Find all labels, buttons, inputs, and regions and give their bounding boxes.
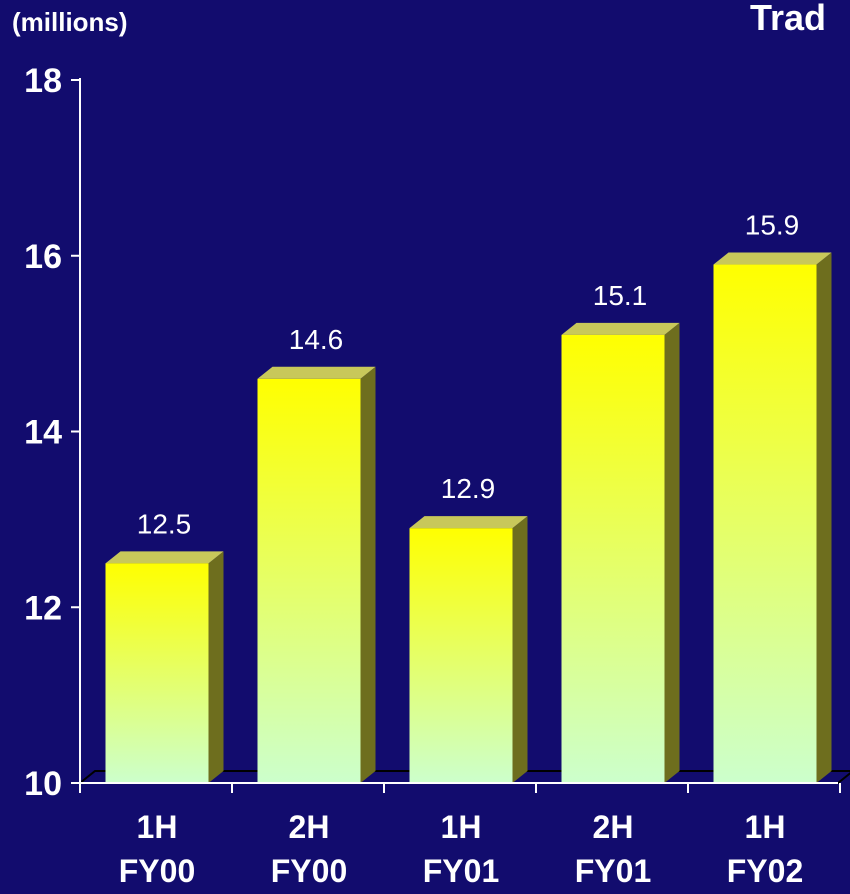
- data-label: 12.9: [441, 473, 496, 504]
- x-tick-label: 2H: [289, 809, 330, 845]
- data-label: 15.9: [745, 210, 800, 241]
- bar-front: [561, 334, 665, 783]
- data-label: 15.1: [593, 280, 648, 311]
- bar-side: [816, 252, 832, 784]
- bar: [257, 366, 376, 783]
- bar-front: [713, 264, 817, 784]
- bar: [561, 322, 680, 783]
- y-tick-label: 12: [24, 589, 62, 627]
- x-tick-label: FY00: [119, 853, 195, 889]
- x-tick-label: 2H: [593, 809, 634, 845]
- bar: [409, 516, 528, 783]
- bar-top: [561, 322, 680, 335]
- data-label: 12.5: [137, 508, 192, 539]
- bar-side: [208, 551, 224, 783]
- x-tick-label: 1H: [745, 809, 786, 845]
- bar-side: [664, 322, 680, 783]
- bar: [105, 551, 224, 783]
- y-tick-label: 16: [24, 238, 62, 276]
- bar-top: [409, 516, 528, 529]
- bar-front: [105, 563, 209, 783]
- bar-top: [257, 366, 376, 379]
- bar-front: [409, 528, 513, 783]
- axes-group: [71, 78, 841, 793]
- y-axis-unit-label: (millions): [12, 7, 128, 37]
- y-tick-label: 14: [24, 414, 62, 452]
- x-tick-label: FY02: [727, 853, 803, 889]
- bar: [713, 252, 832, 784]
- bar-top: [713, 252, 832, 265]
- x-tick-label: FY01: [423, 853, 499, 889]
- x-tick-label: FY01: [575, 853, 651, 889]
- bar-front: [257, 378, 361, 783]
- x-tick-label: 1H: [137, 809, 178, 845]
- data-label: 14.6: [289, 324, 344, 355]
- y-tick-label: 18: [24, 62, 62, 100]
- x-tick-label: 1H: [441, 809, 482, 845]
- x-tick-label: FY00: [271, 853, 347, 889]
- bar-top: [105, 551, 224, 564]
- bars-group: [105, 252, 832, 784]
- bar-side: [512, 516, 528, 783]
- labels-group: 12.5 1H FY00 14.6 2H FY00 12.9 1H FY01 15.1 2H FY01…: [24, 62, 803, 889]
- bar-side: [360, 366, 376, 783]
- y-tick-label: 10: [24, 765, 62, 803]
- chart-title: Trad: [750, 0, 826, 38]
